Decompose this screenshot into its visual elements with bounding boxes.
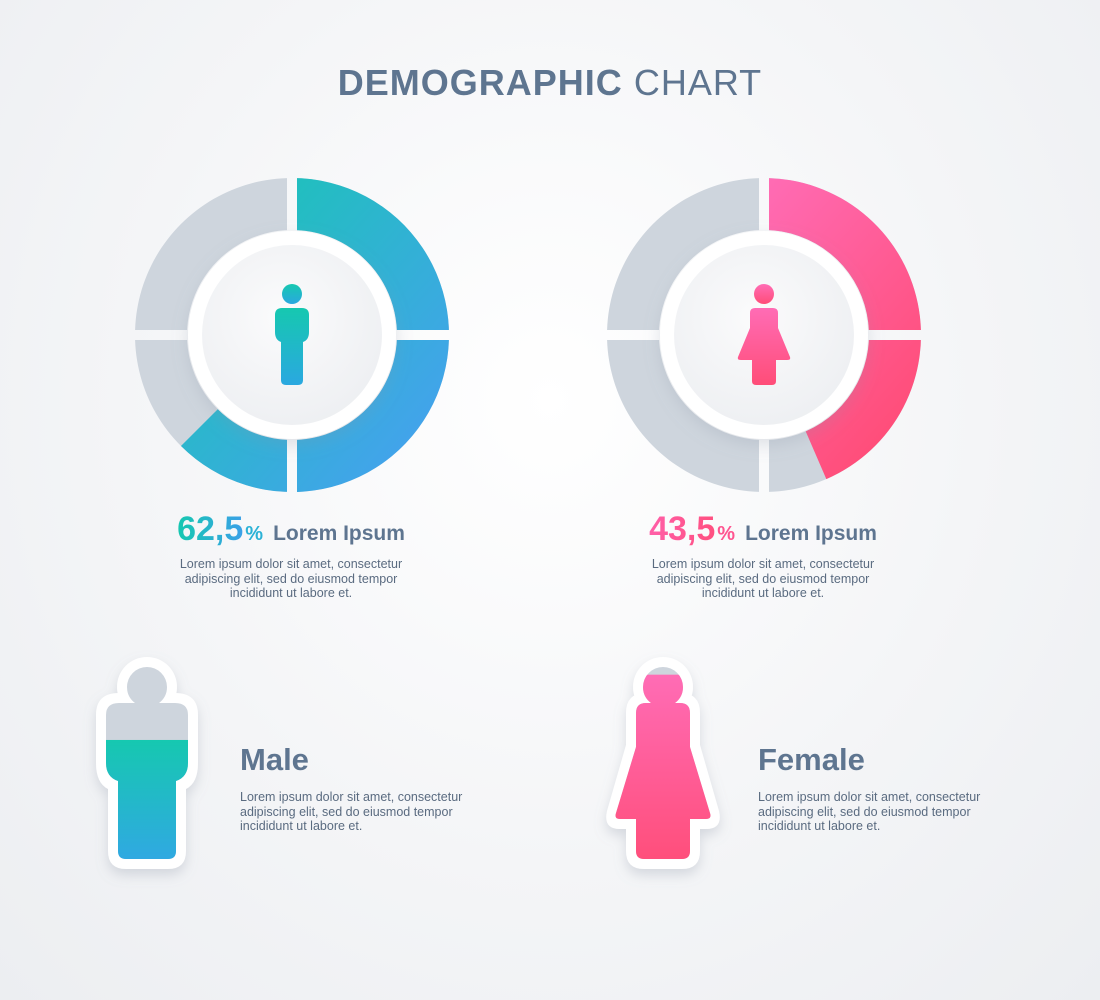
title-light: CHART: [633, 62, 763, 103]
male-ring-fill-arc: [180, 178, 449, 492]
female-legend-block: Female Lorem ipsum dolor sit amet, conse…: [758, 742, 1028, 834]
male-ring-chart: [135, 178, 450, 492]
male-legend-block: Male Lorem ipsum dolor sit amet, consect…: [240, 742, 510, 834]
female-ring-fill-arc: [764, 178, 921, 480]
female-gender-desc-line: Lorem ipsum dolor sit amet, consectetur: [758, 790, 981, 804]
male-desc-line: adipiscing elit, sed do eiusmod tempor: [184, 571, 398, 586]
female-percent: 43,5: [649, 510, 716, 548]
male-stat-description: Lorem ipsum dolor sit amet, consectetur …: [111, 557, 471, 601]
female-ring-fill: [764, 178, 921, 480]
male-desc-line: incididunt ut labore et.: [229, 586, 353, 600]
male-desc-line: Lorem ipsum dolor sit amet, consectetur: [179, 557, 403, 571]
title-bold: DEMOGRAPHIC: [337, 62, 623, 103]
female-gender-description: Lorem ipsum dolor sit amet, consectetur …: [758, 790, 1028, 834]
female-ring-chart: [607, 178, 922, 492]
female-gender-desc-line: incididunt ut labore et.: [758, 819, 881, 833]
female-percent-sign: %: [717, 523, 736, 545]
male-gender-description: Lorem ipsum dolor sit amet, consectetur …: [240, 790, 510, 834]
male-percent-sign: %: [245, 523, 264, 545]
male-stat-block: 62,5% Lorem Ipsum Lorem ipsum dolor sit a…: [111, 510, 471, 601]
male-stat-label: Lorem Ipsum: [273, 522, 405, 545]
female-person-icon: [737, 284, 791, 385]
male-percent: 62,5: [177, 510, 244, 548]
female-stat-label: Lorem Ipsum: [745, 522, 877, 545]
page-title: DEMOGRAPHIC CHART: [0, 62, 1100, 104]
male-figure-fill: [106, 739, 188, 859]
female-gender-name: Female: [758, 742, 865, 777]
female-desc-line: Lorem ipsum dolor sit amet, consectetur: [651, 557, 875, 571]
male-ring-fill: [180, 178, 449, 492]
female-stat-block: 43,5% Lorem Ipsum Lorem ipsum dolor sit a…: [583, 510, 943, 601]
male-gender-desc-line: adipiscing elit, sed do eiusmod tempor: [240, 804, 453, 819]
female-desc-line: adipiscing elit, sed do eiusmod tempor: [656, 571, 870, 586]
female-gender-desc-line: adipiscing elit, sed do eiusmod tempor: [758, 804, 971, 819]
male-gender-name: Male: [240, 742, 309, 777]
male-gender-desc-line: incididunt ut labore et.: [240, 819, 363, 833]
female-desc-line: incididunt ut labore et.: [701, 586, 825, 600]
female-figure-icon: [606, 657, 720, 869]
male-gender-desc-line: Lorem ipsum dolor sit amet, consectetur: [240, 790, 463, 804]
male-person-icon: [275, 284, 309, 385]
male-figure-icon: [96, 657, 198, 869]
female-stat-description: Lorem ipsum dolor sit amet, consectetur …: [583, 557, 943, 601]
